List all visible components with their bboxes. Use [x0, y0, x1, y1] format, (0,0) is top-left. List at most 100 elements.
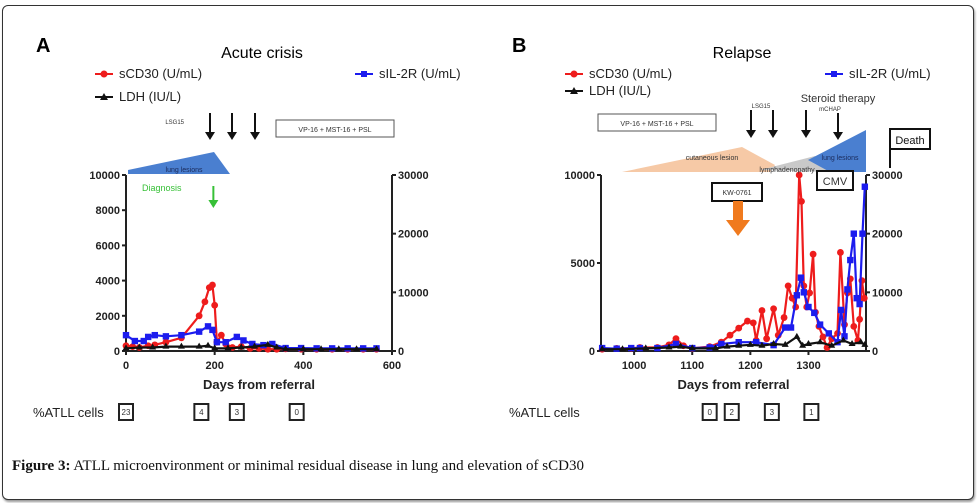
data-point: [844, 286, 851, 293]
legend-marker: [831, 71, 837, 77]
lsg15-arrow-icon-head: [250, 132, 260, 140]
lsg15-arrow-icon-head: [768, 130, 778, 138]
data-point: [816, 321, 824, 328]
data-point: [726, 331, 734, 339]
data-point: [269, 340, 276, 348]
data-point: [264, 340, 272, 347]
data-point: [723, 342, 731, 349]
data-point: [825, 330, 833, 337]
data-point: [122, 331, 130, 339]
data-point: [237, 343, 245, 350]
data-point: [859, 230, 866, 237]
data-point: [249, 340, 256, 348]
y-left-tick-label: 5000: [571, 258, 595, 270]
data-point: [688, 344, 696, 351]
data-point: [797, 274, 805, 281]
data-point: [841, 333, 848, 340]
y-left-tick-label: 10000: [89, 170, 120, 182]
data-point: [718, 340, 725, 348]
legend-label: sIL-2R (U/mL): [849, 66, 931, 81]
atll-box-frame: [193, 403, 210, 421]
atll-cell-box: 0: [288, 403, 305, 421]
atll-cells-label: %ATLL cells: [33, 405, 104, 420]
legend-label: sCD30 (U/mL): [589, 66, 672, 81]
caption-text: ATLL microenvironment or minimal residua…: [70, 458, 584, 474]
kw0761-arrow-icon: [726, 201, 750, 236]
x-tick-label: 1000: [622, 360, 646, 372]
atll-cells-row: %ATLL cells 23 4 3 0: [33, 403, 305, 421]
x-axis-label: Days from referral: [678, 377, 790, 392]
data-point: [798, 198, 805, 205]
data-point: [177, 342, 185, 349]
atll-cell-box: 1: [803, 403, 820, 421]
legend-item: LDH (IU/L): [565, 83, 651, 98]
lymphadenopathy-label: lymphadenopathy: [759, 167, 815, 174]
data-point: [847, 256, 854, 264]
data-point: [677, 342, 685, 349]
atll-box-frame: [701, 403, 718, 421]
data-point: [151, 331, 159, 339]
data-point: [819, 333, 827, 341]
data-point: [144, 333, 152, 341]
data-point: [201, 298, 209, 306]
atll-box-frame: [228, 403, 245, 421]
y-left-tick-label: 4000: [96, 276, 120, 288]
data-point: [850, 322, 858, 330]
data-point: [804, 339, 812, 346]
data-point: [140, 337, 147, 345]
data-point: [665, 343, 673, 350]
regimen-box: [275, 119, 395, 138]
figure-caption: Figure 3: ATLL microenvironment or minim…: [12, 458, 584, 475]
atll-box-frame: [723, 403, 740, 421]
cutaneous-lesion-label: cutaneous lesion: [686, 155, 739, 162]
atll-box-value: 3: [235, 408, 240, 417]
data-point: [839, 336, 847, 343]
y-right-tick-label: 30000: [398, 170, 429, 182]
cmv-box: [816, 170, 854, 191]
data-point: [856, 300, 863, 308]
data-point: [848, 339, 856, 346]
data-point: [744, 317, 751, 325]
data-point: [209, 326, 216, 334]
x-tick-label: 400: [294, 360, 312, 372]
data-point: [240, 337, 247, 344]
data-point: [837, 249, 844, 256]
lung-lesion-wedge: [128, 152, 230, 174]
regimen-box-label: VP-16 + MST-16 + PSL: [298, 127, 371, 134]
legend-item: sIL-2R (U/mL): [355, 66, 461, 81]
data-point: [233, 333, 241, 341]
x-tick-label: 0: [123, 360, 129, 372]
legend-item: sIL-2R (U/mL): [825, 66, 931, 81]
data-point: [335, 345, 343, 352]
y-right-tick-label: 10000: [398, 287, 429, 299]
panel-a-letter: A: [36, 35, 50, 57]
data-point: [793, 332, 801, 339]
x-axis-label: Days from referral: [203, 377, 315, 392]
data-point: [782, 324, 789, 331]
annotations: lung lesions Diagnosis LSG15 VP-16 + MST-16…: [128, 113, 395, 208]
data-point: [209, 281, 216, 289]
x-tick-label: 1200: [738, 360, 762, 372]
atll-box-value: 0: [707, 408, 712, 417]
data-point: [211, 301, 219, 309]
data-point: [780, 314, 788, 321]
data-point: [372, 345, 380, 352]
annotations: cutaneous lesion lymphadenopathy lung lesi…: [597, 93, 931, 236]
y-right-tick-label: 0: [872, 346, 878, 358]
legend-item: sCD30 (U/mL): [95, 66, 202, 81]
y-left-tick-label: 8000: [96, 205, 120, 217]
atll-box-frame: [803, 403, 820, 421]
data-point: [806, 289, 814, 297]
data-point: [122, 344, 130, 351]
data-point: [598, 345, 606, 352]
lsg15-label: LSG15: [165, 120, 184, 126]
cutaneous-lesion-wedge: [622, 147, 775, 172]
atll-box-frame: [288, 403, 305, 421]
y-left-tick-label: 0: [589, 346, 595, 358]
data-point: [195, 342, 203, 349]
data-point: [317, 345, 325, 352]
mchap-arrow-icon-head: [833, 132, 843, 140]
data-point: [850, 230, 857, 237]
data-point: [861, 340, 869, 347]
data-point: [781, 340, 789, 347]
